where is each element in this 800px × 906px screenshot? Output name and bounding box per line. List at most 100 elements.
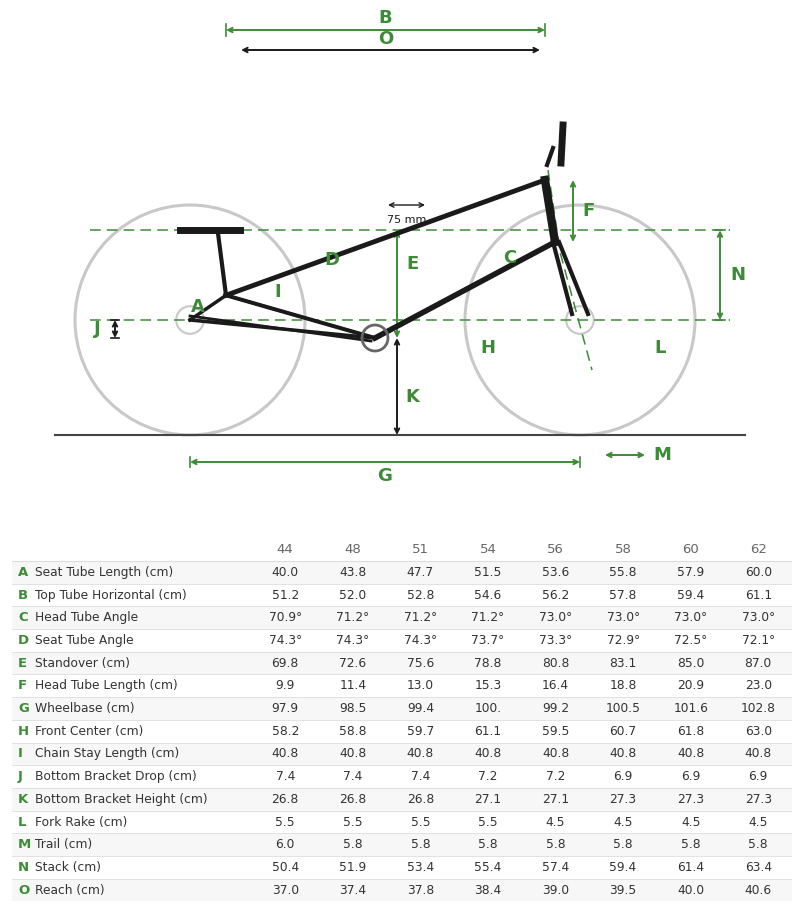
Text: 5.5: 5.5	[410, 815, 430, 828]
Bar	[12, 743, 792, 766]
Text: 51.9: 51.9	[339, 861, 366, 874]
Text: J: J	[18, 770, 23, 783]
Text: 57.8: 57.8	[610, 589, 637, 602]
Text: 60.7: 60.7	[610, 725, 637, 737]
Text: 5.8: 5.8	[749, 838, 768, 852]
Text: 40.6: 40.6	[745, 883, 772, 897]
Text: 7.4: 7.4	[410, 770, 430, 783]
Text: 73.0°: 73.0°	[539, 612, 572, 624]
Text: 80.8: 80.8	[542, 657, 570, 670]
Text: 40.0: 40.0	[272, 566, 299, 579]
Text: B: B	[18, 589, 28, 602]
Text: 70.9°: 70.9°	[269, 612, 302, 624]
Text: 5.8: 5.8	[410, 838, 430, 852]
Text: 5.8: 5.8	[478, 838, 498, 852]
Text: 74.3°: 74.3°	[269, 634, 302, 647]
Text: 75.6: 75.6	[406, 657, 434, 670]
Text: 40.8: 40.8	[745, 747, 772, 760]
Text: Trail (cm): Trail (cm)	[35, 838, 93, 852]
Text: 7.2: 7.2	[478, 770, 498, 783]
Text: I: I	[18, 747, 23, 760]
Text: 51.5: 51.5	[474, 566, 502, 579]
Text: 26.8: 26.8	[339, 793, 366, 805]
Text: 55.4: 55.4	[474, 861, 502, 874]
Text: 58.8: 58.8	[339, 725, 366, 737]
Text: 55.8: 55.8	[610, 566, 637, 579]
Text: 74.3°: 74.3°	[404, 634, 437, 647]
Text: 44: 44	[277, 543, 294, 555]
Bar	[12, 879, 792, 901]
Text: 5.5: 5.5	[275, 815, 295, 828]
Text: 9.9: 9.9	[275, 680, 295, 692]
Text: 61.1: 61.1	[474, 725, 502, 737]
Text: 43.8: 43.8	[339, 566, 366, 579]
Text: 40.8: 40.8	[339, 747, 366, 760]
Text: 59.4: 59.4	[610, 861, 637, 874]
Text: K: K	[18, 793, 28, 805]
Text: 7.4: 7.4	[343, 770, 362, 783]
Text: 83.1: 83.1	[610, 657, 637, 670]
Text: 47.7: 47.7	[407, 566, 434, 579]
Text: L: L	[654, 339, 666, 357]
Text: F: F	[583, 202, 595, 220]
Text: 48: 48	[345, 543, 361, 555]
Text: Head Tube Length (cm): Head Tube Length (cm)	[35, 680, 178, 692]
Text: 5.8: 5.8	[614, 838, 633, 852]
Text: M: M	[653, 446, 671, 464]
Text: Bottom Bracket Drop (cm): Bottom Bracket Drop (cm)	[35, 770, 197, 783]
Text: 54.6: 54.6	[474, 589, 502, 602]
Text: 11.4: 11.4	[339, 680, 366, 692]
Text: 13.0: 13.0	[407, 680, 434, 692]
Bar	[12, 651, 792, 674]
Text: 7.2: 7.2	[546, 770, 566, 783]
Text: 100.5: 100.5	[606, 702, 641, 715]
Text: 27.3: 27.3	[610, 793, 637, 805]
Text: N: N	[730, 266, 746, 284]
Text: Bottom Bracket Height (cm): Bottom Bracket Height (cm)	[35, 793, 208, 805]
Text: 59.4: 59.4	[677, 589, 704, 602]
Text: 52.0: 52.0	[339, 589, 366, 602]
Text: 40.8: 40.8	[610, 747, 637, 760]
Text: 16.4: 16.4	[542, 680, 569, 692]
Text: Wheelbase (cm): Wheelbase (cm)	[35, 702, 135, 715]
Text: 40.8: 40.8	[677, 747, 704, 760]
Text: 6.0: 6.0	[275, 838, 295, 852]
Text: 85.0: 85.0	[677, 657, 704, 670]
Text: 63.4: 63.4	[745, 861, 772, 874]
Text: Standover (cm): Standover (cm)	[35, 657, 130, 670]
Text: K: K	[405, 388, 419, 406]
Text: Front Center (cm): Front Center (cm)	[35, 725, 144, 737]
Text: 4.5: 4.5	[614, 815, 633, 828]
Text: 72.5°: 72.5°	[674, 634, 707, 647]
Text: 72.9°: 72.9°	[606, 634, 640, 647]
Text: 87.0: 87.0	[745, 657, 772, 670]
Text: 27.1: 27.1	[474, 793, 502, 805]
Text: 73.0°: 73.0°	[742, 612, 774, 624]
Bar	[12, 697, 792, 720]
Text: E: E	[406, 255, 418, 273]
Text: 71.2°: 71.2°	[471, 612, 505, 624]
Text: A: A	[18, 566, 28, 579]
Text: 23.0: 23.0	[745, 680, 772, 692]
Text: 53.4: 53.4	[406, 861, 434, 874]
Text: 39.5: 39.5	[610, 883, 637, 897]
Text: B: B	[378, 9, 392, 27]
Text: 101.6: 101.6	[674, 702, 708, 715]
Text: 58.2: 58.2	[271, 725, 299, 737]
Text: 6.9: 6.9	[614, 770, 633, 783]
Text: 73.7°: 73.7°	[471, 634, 505, 647]
Text: 5.8: 5.8	[681, 838, 701, 852]
Text: 69.8: 69.8	[272, 657, 299, 670]
Text: A: A	[191, 298, 205, 315]
Text: 57.4: 57.4	[542, 861, 569, 874]
Text: 60: 60	[682, 543, 699, 555]
Text: 6.9: 6.9	[749, 770, 768, 783]
Text: 98.5: 98.5	[339, 702, 366, 715]
Text: 62: 62	[750, 543, 766, 555]
Text: Fork Rake (cm): Fork Rake (cm)	[35, 815, 128, 828]
Text: 71.2°: 71.2°	[336, 612, 370, 624]
Text: 72.6: 72.6	[339, 657, 366, 670]
Text: 73.3°: 73.3°	[539, 634, 572, 647]
Text: E: E	[18, 657, 27, 670]
Text: 5.8: 5.8	[546, 838, 566, 852]
